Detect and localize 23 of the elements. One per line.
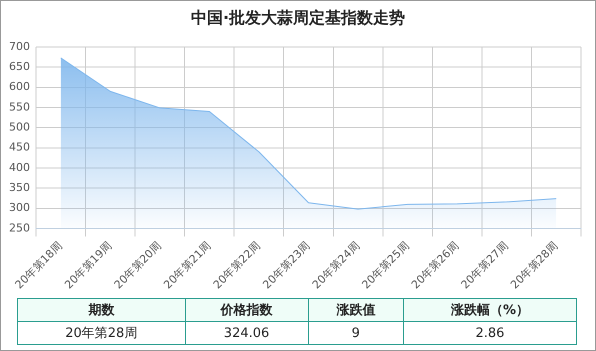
y-tick-label: 650	[8, 60, 30, 74]
text: 20年第28周	[18, 322, 185, 344]
y-tick-label: 400	[8, 160, 30, 174]
y-tick-label: 350	[8, 181, 30, 194]
text: 期数	[18, 298, 185, 322]
text: 价格指数	[185, 298, 308, 322]
text: 2.86	[403, 322, 576, 344]
x-tick-label: 20年第28周	[508, 239, 560, 292]
y-tick-label: 500	[8, 120, 30, 134]
x-tick-label: 20年第27周	[458, 239, 511, 292]
text: 9	[308, 322, 404, 344]
x-tick-label: 20年第19周	[62, 239, 114, 292]
text: 涨跌幅（%）	[403, 298, 576, 322]
y-tick-label: 700	[8, 40, 30, 53]
y-tick-label: 450	[8, 140, 30, 154]
x-tick-label: 20年第18周	[12, 239, 65, 292]
text: 324.06	[185, 322, 308, 344]
y-tick-label: 600	[8, 80, 30, 94]
chart-title: 中国·批发大蒜周定基指数走势	[190, 7, 406, 29]
y-tick-label: 550	[8, 100, 30, 114]
y-tick-label: 300	[8, 201, 30, 214]
text: 涨跌值	[308, 298, 404, 322]
y-tick-label: 250	[8, 221, 30, 234]
